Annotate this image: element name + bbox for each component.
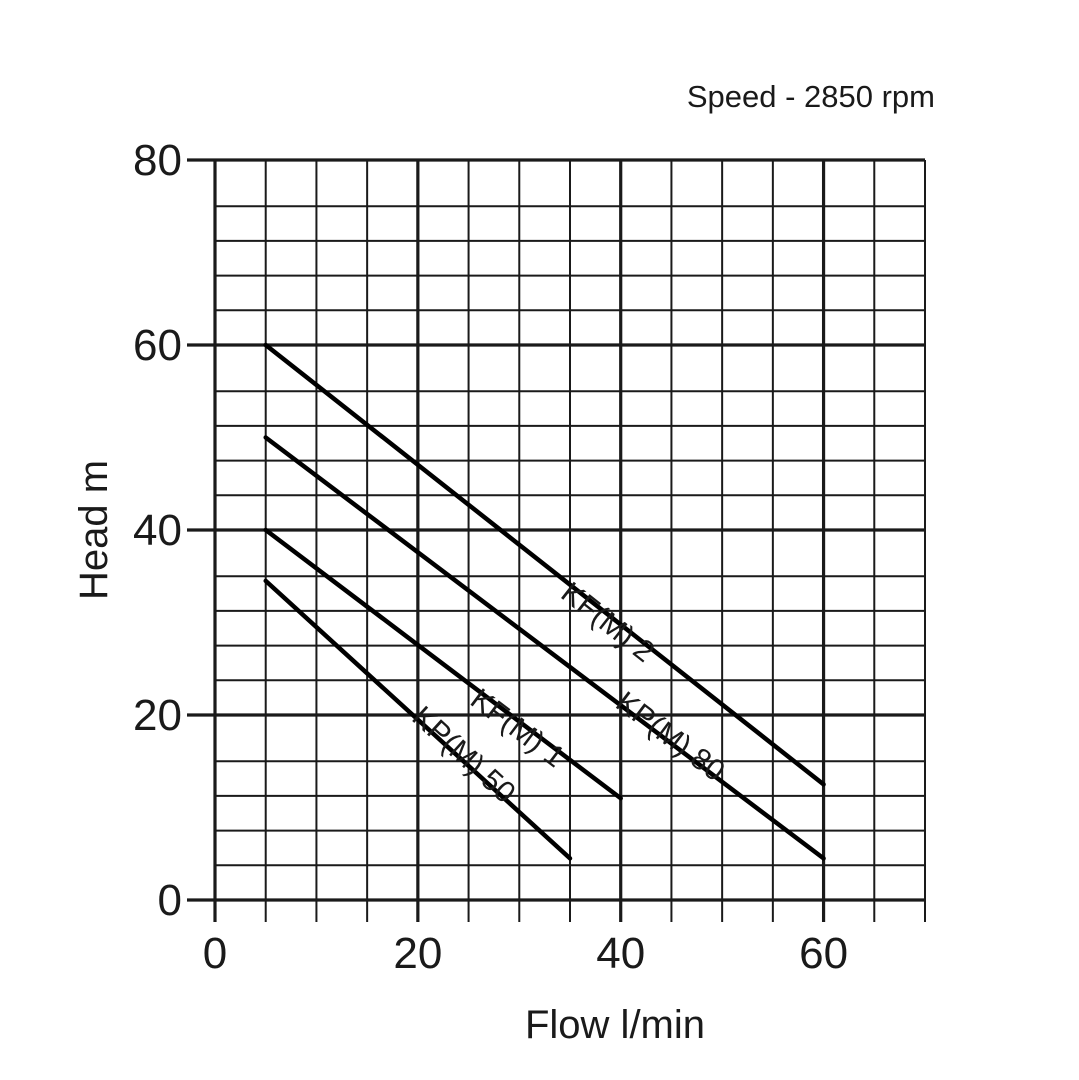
curve-kp-m-80	[263, 435, 826, 861]
curve-label: KP(M) 80	[610, 685, 731, 788]
curve-kp-m-50	[263, 578, 573, 861]
y-tick-label: 20	[133, 691, 182, 740]
x-tick-label: 40	[596, 929, 645, 978]
y-tick-label: 0	[158, 876, 182, 925]
y-tick-label: 40	[133, 506, 182, 555]
x-axis-title: Flow l/min	[525, 1003, 705, 1047]
x-tick-label: 20	[393, 929, 442, 978]
curves	[263, 342, 826, 861]
axis-ticks: 0 20 40 60 0 20 40 60 80	[133, 136, 848, 978]
y-axis-title: Head m	[72, 460, 116, 600]
grid	[187, 158, 926, 922]
curve-kf-m-2	[263, 342, 826, 787]
chart-subtitle: Speed - 2850 rpm	[687, 79, 935, 114]
x-tick-label: 60	[799, 929, 848, 978]
y-tick-label: 80	[133, 136, 182, 185]
x-tick-label: 0	[203, 929, 227, 978]
y-tick-label: 60	[133, 321, 182, 370]
curve-kf-m-1	[263, 527, 623, 801]
